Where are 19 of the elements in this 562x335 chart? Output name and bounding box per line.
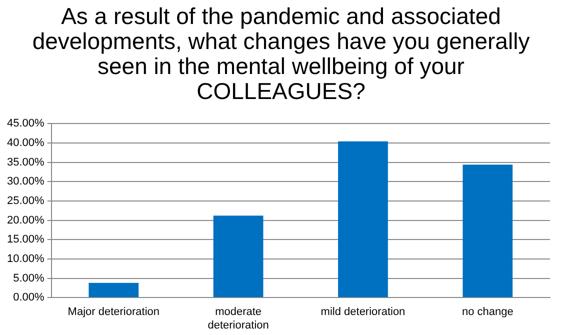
y-tick-label: 40.00% — [6, 136, 45, 149]
y-tick-label: 45.00% — [6, 118, 45, 130]
y-tick-label: 25.00% — [6, 194, 45, 207]
y-tick-label: 20.00% — [6, 214, 45, 226]
y-tick-label: 30.00% — [6, 176, 45, 188]
x-tick-label: Major deterioration — [68, 306, 160, 318]
x-tick-label: mild deterioration — [320, 306, 406, 318]
x-tick-label: no change — [462, 306, 514, 318]
bar — [462, 164, 513, 298]
y-tick-label: 5.00% — [13, 272, 45, 284]
y-tick-label: 35.00% — [6, 156, 45, 168]
bar — [88, 282, 139, 298]
bar — [213, 216, 264, 298]
y-tick-label: 0.00% — [13, 292, 45, 304]
y-tick-label: 10.00% — [6, 252, 45, 265]
bar — [338, 141, 388, 298]
x-tick-label: moderate deterioration — [208, 306, 269, 332]
y-tick-label: 15.00% — [6, 234, 45, 246]
chart-title: As a result of the pandemic and associated developments, what changes have you generally seen in the mental wellbeing of your COLLEAGUES? — [31, 3, 531, 104]
